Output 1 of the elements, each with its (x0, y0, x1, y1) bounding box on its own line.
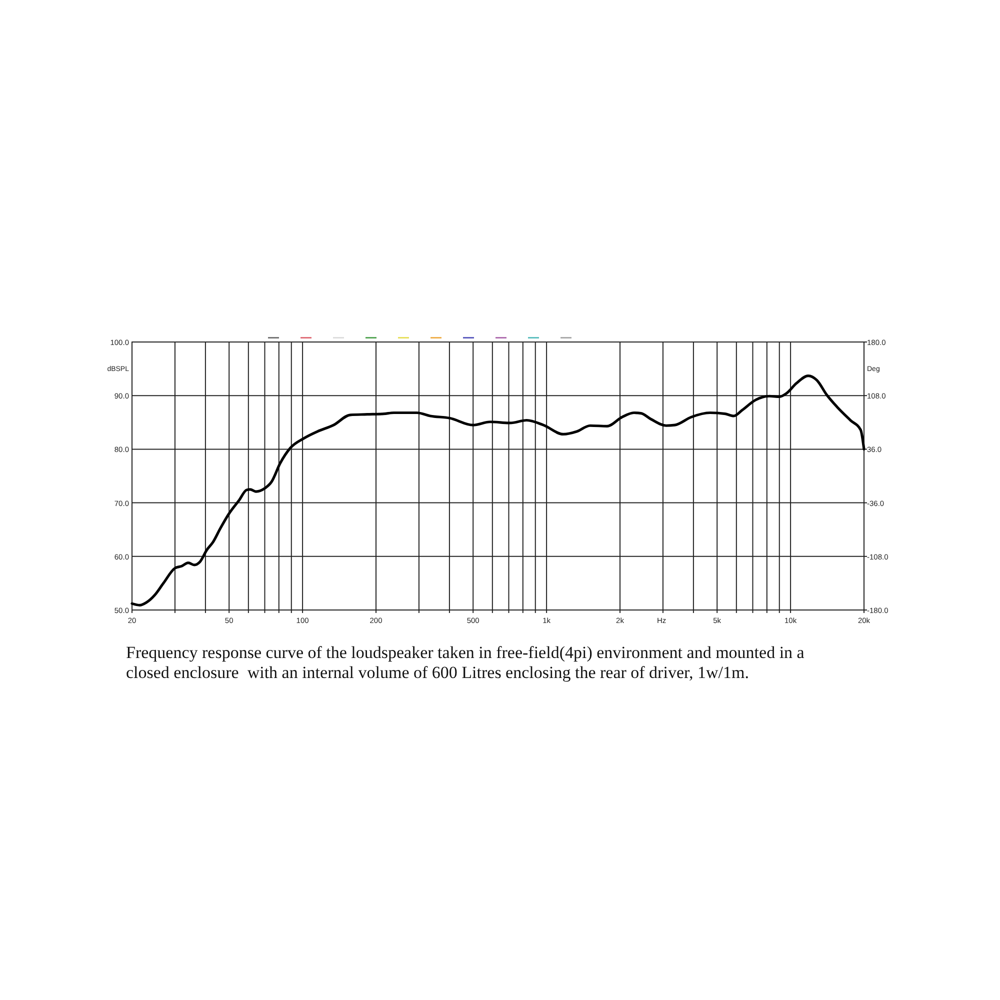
text: Frequency response curve of the loudspeaker taken in free-field(4pi) environment and mounted in a closed enclosure with an internal volume of 600 Litres enclosing the rear of driver, 1w/1m. (126, 643, 805, 682)
